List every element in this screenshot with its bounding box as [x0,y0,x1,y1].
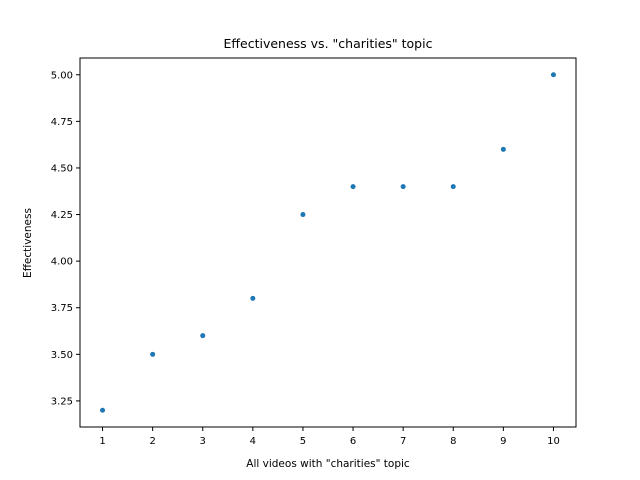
data-point [250,295,256,301]
data-point [550,72,556,78]
x-tick-label: 7 [400,436,406,447]
data-point [300,212,306,218]
data-point [200,333,206,339]
x-axis-label: All videos with "charities" topic [246,458,410,470]
ticks-layer: 1 2 3 4 5 6 7 8 9 10 3.25 3.50 3.75 4.00 4.25 4.50 4.75 5… [51,70,560,447]
y-tick-label: 3.25 [51,396,73,407]
y-tick-label: 3.75 [51,303,73,314]
x-tick-label: 4 [250,436,256,447]
data-point [350,184,356,190]
x-tick-label: 3 [200,436,206,447]
y-tick-label: 5.00 [51,70,73,81]
plot-frame [79,57,577,428]
x-tick-label: 10 [547,436,560,447]
points-layer [100,72,556,413]
y-tick-label: 4.50 [51,163,73,174]
x-tick-label: 2 [149,436,155,447]
data-point [100,407,106,413]
x-tick-label: 1 [99,436,105,447]
x-tick-label: 6 [350,436,356,447]
y-tick-label: 3.50 [51,350,73,361]
data-point [500,146,506,152]
x-tick-label: 8 [450,436,456,447]
chart-title: Effectiveness vs. "charities" topic [224,36,433,51]
x-tick-label: 5 [300,436,306,447]
data-point [400,184,406,190]
y-tick-label: 4.00 [51,257,73,268]
y-tick-label: 4.25 [51,210,73,221]
data-point [450,184,456,190]
x-tick-label: 9 [500,436,506,447]
y-axis-label: Effectiveness [22,208,34,278]
data-point [150,351,156,357]
y-tick-label: 4.75 [51,117,73,128]
